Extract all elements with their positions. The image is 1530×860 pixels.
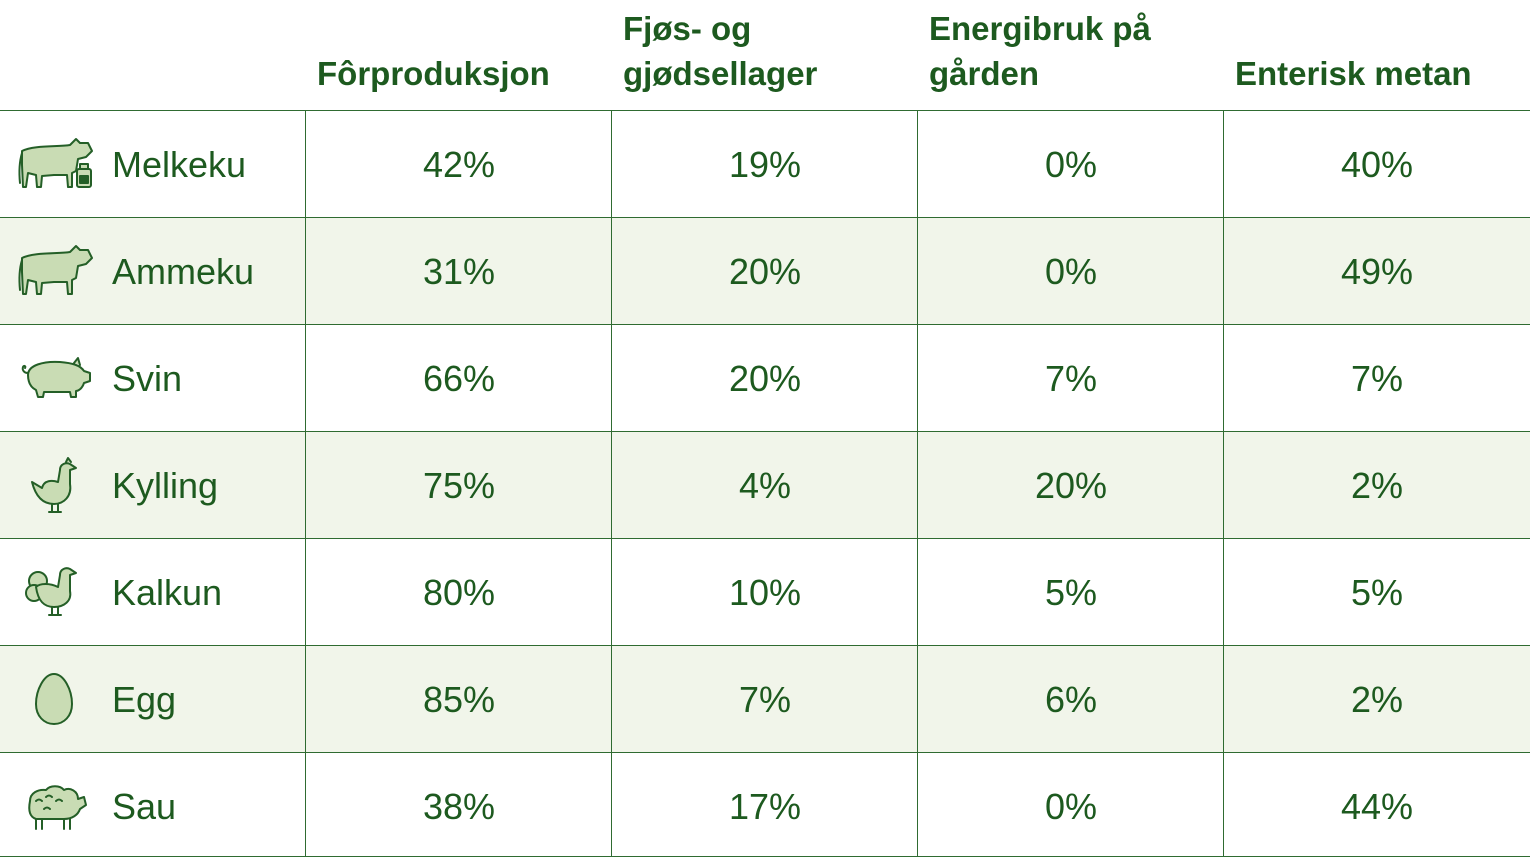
row-label-ammeku: Ammeku <box>112 251 255 292</box>
egg-icon <box>14 664 94 734</box>
column-divider <box>305 111 306 857</box>
header-energibruk: Energibruk på gården <box>929 10 1151 92</box>
cell-value: 10% <box>728 572 802 613</box>
table-row: Svin 66% 20% 7% 7% <box>0 325 1530 432</box>
cow-icon <box>14 236 94 306</box>
header-forproduksjon: Fôrproduksjon <box>317 55 550 92</box>
cell-value: 66% <box>422 358 496 399</box>
table-row: Kalkun 80% 10% 5% 5% <box>0 539 1530 646</box>
row-label-svin: Svin <box>112 358 183 399</box>
column-divider <box>611 111 612 857</box>
cell-value: 5% <box>1044 572 1098 613</box>
row-label-egg: Egg <box>112 679 177 720</box>
table-row: Sau 38% 17% 0% 44% <box>0 753 1530 857</box>
cell-value: 6% <box>1044 679 1098 720</box>
cell-value: 20% <box>728 251 802 292</box>
table-row: Egg 85% 7% 6% 2% <box>0 646 1530 753</box>
table-row: Ammeku 31% 20% 0% 49% <box>0 218 1530 325</box>
pig-icon <box>14 343 94 413</box>
cell-value: 7% <box>1044 358 1098 399</box>
cell-value: 0% <box>1044 251 1098 292</box>
cell-value: 7% <box>1350 358 1404 399</box>
cell-value: 19% <box>728 144 802 185</box>
cell-value: 31% <box>422 251 496 292</box>
column-divider <box>917 111 918 857</box>
table-header: Fôrproduksjon Fjøs- og gjødsellager Ener… <box>0 0 1530 111</box>
cell-value: 0% <box>1044 786 1098 827</box>
row-label-sau: Sau <box>112 786 177 827</box>
sheep-icon <box>14 771 94 841</box>
cell-value: 38% <box>422 786 496 827</box>
cell-value: 20% <box>728 358 802 399</box>
cell-value: 44% <box>1340 786 1414 827</box>
cell-value: 42% <box>422 144 496 185</box>
cell-value: 49% <box>1340 251 1414 292</box>
cell-value: 80% <box>422 572 496 613</box>
dairy-cow-icon <box>14 129 94 199</box>
cell-value: 0% <box>1044 144 1098 185</box>
row-label-melkeku: Melkeku <box>112 144 247 185</box>
cell-value: 7% <box>738 679 792 720</box>
cell-value: 5% <box>1350 572 1404 613</box>
cell-value: 20% <box>1034 465 1108 506</box>
row-label-kylling: Kylling <box>112 465 219 506</box>
cell-value: 85% <box>422 679 496 720</box>
table-row: Kylling 75% 4% 20% 2% <box>0 432 1530 539</box>
cell-value: 75% <box>422 465 496 506</box>
table-row: Melkeku 42% 19% 0% 40% <box>0 111 1530 218</box>
chicken-icon <box>14 450 94 520</box>
cell-value: 2% <box>1350 465 1404 506</box>
header-fjos-gjodsellager: Fjøs- og gjødsellager <box>623 10 818 92</box>
cell-value: 17% <box>728 786 802 827</box>
row-label-kalkun: Kalkun <box>112 572 223 613</box>
header-enterisk-metan: Enterisk metan <box>1235 55 1472 92</box>
cell-value: 2% <box>1350 679 1404 720</box>
cell-value: 4% <box>738 465 792 506</box>
cell-value: 40% <box>1340 144 1414 185</box>
turkey-icon <box>14 557 94 627</box>
column-divider <box>1223 111 1224 857</box>
